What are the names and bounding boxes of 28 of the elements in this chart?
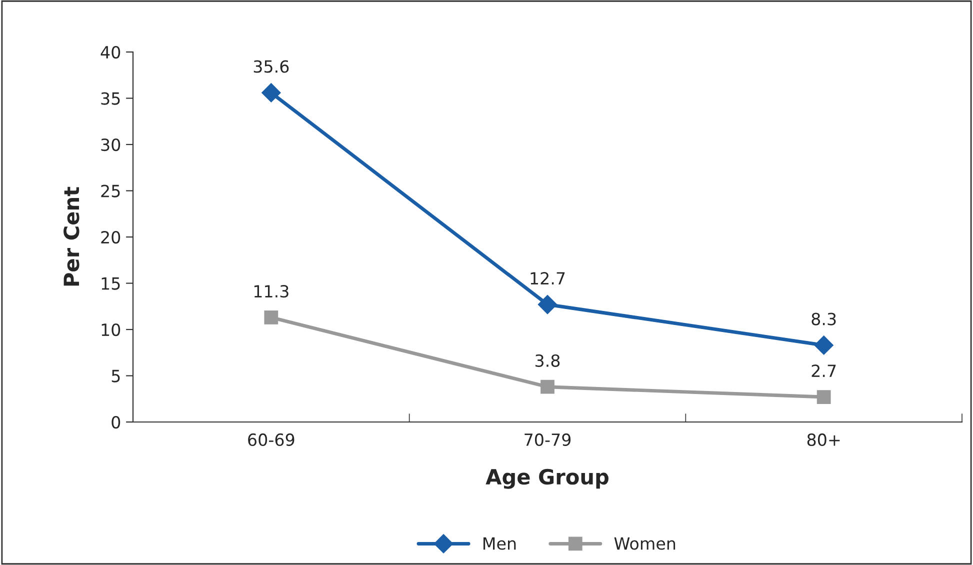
x-tick-label: 70-79 xyxy=(524,433,571,446)
point xyxy=(538,294,558,314)
point xyxy=(264,310,278,324)
y-tick-label: 25 xyxy=(101,184,120,198)
y-axis-title: Per Cent xyxy=(64,186,80,286)
y-tick-label: 40 xyxy=(100,46,120,59)
point xyxy=(814,336,834,355)
point xyxy=(262,83,281,102)
x-tick-label: 60-69 xyxy=(248,433,294,446)
legend-label: Men xyxy=(483,537,516,550)
data-label: 12.7 xyxy=(530,272,565,284)
y-tick-label: 0 xyxy=(112,416,120,429)
data-label: 2.7 xyxy=(812,364,836,377)
y-tick-label: 20 xyxy=(101,230,120,244)
y-tick-label: 15 xyxy=(102,277,120,290)
y-tick-label: 30 xyxy=(101,138,120,152)
y-tick-label: 10 xyxy=(102,323,120,336)
x-tick-label: 80+ xyxy=(807,433,840,446)
point xyxy=(816,390,831,404)
data-label: 8.3 xyxy=(812,312,836,326)
data-label: 35.6 xyxy=(254,60,289,73)
y-tick-label: 35 xyxy=(101,92,120,105)
legend-label: Women xyxy=(614,537,676,550)
point xyxy=(540,380,554,394)
data-label: 3.8 xyxy=(536,354,560,367)
data-label: 11.3 xyxy=(254,284,288,298)
y-tick-label: 5 xyxy=(112,370,120,382)
x-axis-title: Age Group xyxy=(486,468,608,489)
